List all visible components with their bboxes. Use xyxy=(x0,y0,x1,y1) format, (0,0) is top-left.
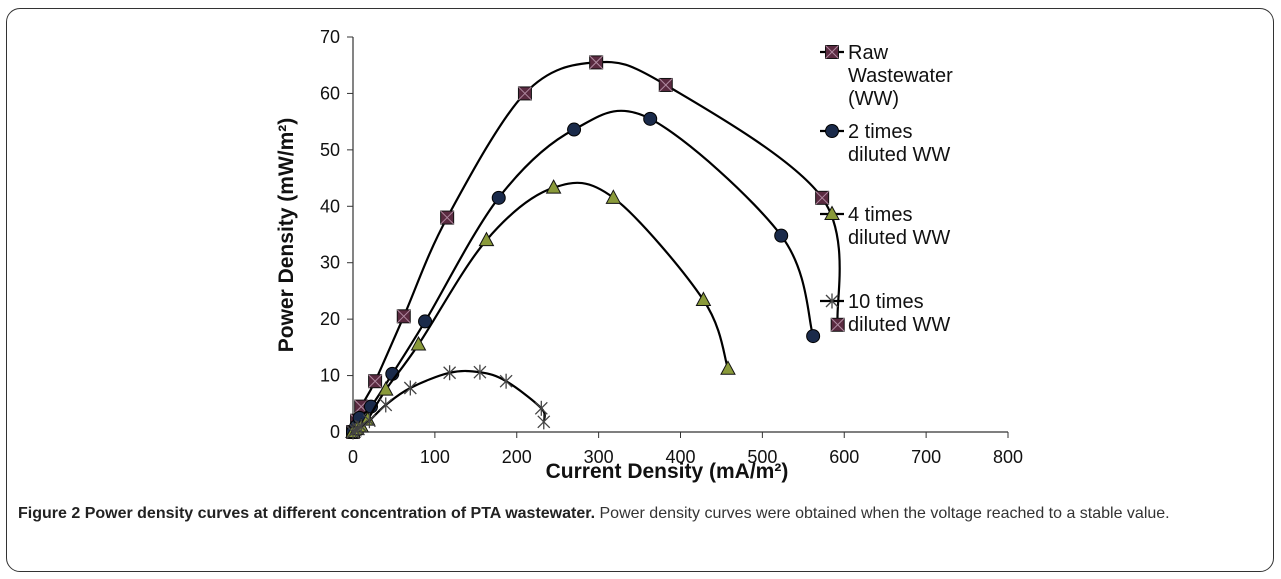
data-point xyxy=(695,291,712,306)
series-square xyxy=(346,55,845,439)
caption-label: Figure 2 xyxy=(18,505,81,522)
legend-label: Raw xyxy=(848,42,889,64)
x-tick-label: 600 xyxy=(829,447,859,467)
y-tick-label: 60 xyxy=(320,83,340,103)
series-line xyxy=(352,181,730,433)
data-point xyxy=(774,228,789,243)
data-point xyxy=(377,381,394,396)
data-point-detail xyxy=(368,374,382,389)
data-point xyxy=(720,360,736,375)
series-circle xyxy=(346,109,821,439)
x-tick-label: 0 xyxy=(348,447,358,467)
chart-series xyxy=(345,55,845,440)
data-point xyxy=(567,122,582,137)
legend-label: diluted WW xyxy=(848,227,950,249)
y-tick-label: 30 xyxy=(320,253,340,273)
y-tick-label: 50 xyxy=(320,140,340,160)
legend-marker xyxy=(825,293,839,309)
legend-label: diluted WW xyxy=(848,144,950,166)
legend-label: (WW) xyxy=(848,88,899,110)
caption-text: Power density curves were obtained when … xyxy=(599,505,1170,522)
y-tick-label: 20 xyxy=(320,309,340,329)
series-triangle xyxy=(345,179,736,438)
data-point xyxy=(534,400,548,416)
x-tick-label: 400 xyxy=(665,447,695,467)
data-point xyxy=(491,190,506,205)
data-point xyxy=(806,329,821,344)
data-point xyxy=(410,335,427,351)
y-tick-label: 70 xyxy=(320,27,340,47)
y-tick-label: 10 xyxy=(320,366,340,386)
data-point xyxy=(473,364,487,380)
x-axis-label: Current Density (mA/m²) xyxy=(546,460,789,483)
x-tick-label: 200 xyxy=(502,447,532,467)
data-point xyxy=(354,418,368,434)
series-star xyxy=(346,364,551,440)
data-point xyxy=(418,314,433,329)
data-point-detail xyxy=(396,309,411,324)
y-axis-label: Power Density (mW/m²) xyxy=(275,118,298,353)
y-tick-label: 0 xyxy=(330,422,340,442)
data-point-detail xyxy=(815,190,829,205)
figure-caption: Figure 2 Power density curves at differe… xyxy=(18,502,1253,525)
data-point xyxy=(403,380,417,396)
x-tick-label: 500 xyxy=(747,447,777,467)
data-point-detail xyxy=(589,55,604,70)
data-point xyxy=(379,397,393,413)
data-point-detail xyxy=(658,78,673,92)
data-point-detail xyxy=(830,317,845,332)
y-tick-label: 40 xyxy=(320,196,340,216)
legend-label: 10 times xyxy=(848,291,924,313)
legend-marker xyxy=(825,124,839,138)
figure-frame xyxy=(6,8,1274,572)
legend-label: diluted WW xyxy=(848,314,950,336)
data-point xyxy=(499,373,513,389)
caption-title: Power density curves at different concen… xyxy=(84,505,596,522)
data-point xyxy=(362,413,376,429)
data-point-detail xyxy=(518,86,532,101)
legend-marker xyxy=(824,205,840,220)
data-point xyxy=(605,189,622,204)
x-tick-label: 700 xyxy=(911,447,941,467)
data-point-detail xyxy=(440,210,455,225)
data-point xyxy=(545,179,562,194)
legend-marker-detail xyxy=(825,45,839,59)
x-tick-label: 300 xyxy=(584,447,614,467)
data-point xyxy=(478,231,495,247)
x-tick-label: 100 xyxy=(420,447,450,467)
x-tick-label: 800 xyxy=(993,447,1023,467)
legend-label: 4 times xyxy=(848,204,912,226)
data-point xyxy=(643,111,658,126)
legend-label: Wastewater xyxy=(848,65,953,87)
data-point xyxy=(537,414,551,430)
data-point xyxy=(443,365,457,381)
legend-label: 2 times xyxy=(848,121,912,143)
